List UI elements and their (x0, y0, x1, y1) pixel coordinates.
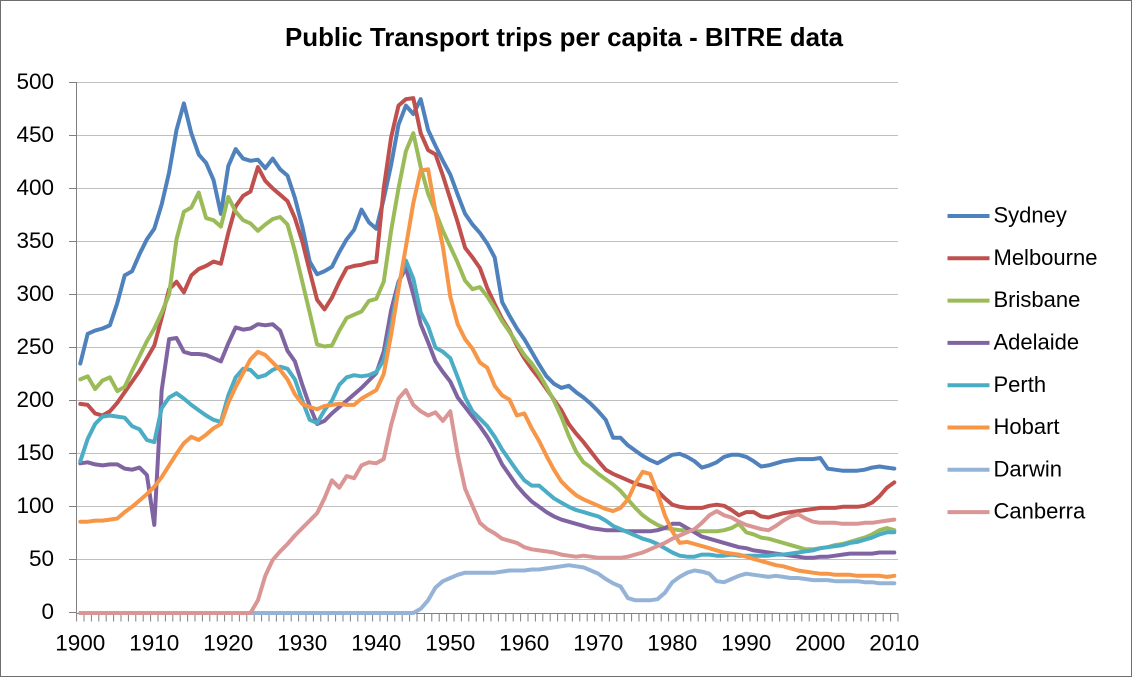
svg-text:350: 350 (16, 228, 54, 253)
svg-text:Public Transport trips per cap: Public Transport trips per capita - BITR… (285, 22, 844, 52)
svg-text:400: 400 (16, 175, 54, 200)
svg-text:150: 150 (16, 440, 54, 465)
svg-text:200: 200 (16, 387, 54, 412)
svg-text:1910: 1910 (129, 631, 179, 656)
svg-text:Hobart: Hobart (994, 414, 1060, 439)
svg-text:1980: 1980 (647, 631, 697, 656)
svg-text:450: 450 (16, 122, 54, 147)
svg-text:1970: 1970 (573, 631, 623, 656)
svg-text:Melbourne: Melbourne (994, 245, 1098, 270)
svg-text:50: 50 (29, 546, 54, 571)
svg-text:1920: 1920 (203, 631, 253, 656)
svg-text:Canberra: Canberra (994, 499, 1086, 524)
svg-text:2010: 2010 (869, 631, 919, 656)
svg-text:250: 250 (16, 334, 54, 359)
svg-text:1990: 1990 (721, 631, 771, 656)
svg-text:Adelaide: Adelaide (994, 330, 1080, 355)
svg-text:100: 100 (16, 493, 54, 518)
svg-text:300: 300 (16, 281, 54, 306)
svg-text:2000: 2000 (795, 631, 845, 656)
svg-text:Perth: Perth (994, 372, 1047, 397)
svg-text:0: 0 (41, 599, 54, 624)
svg-text:1960: 1960 (499, 631, 549, 656)
svg-text:1930: 1930 (277, 631, 327, 656)
svg-text:Darwin: Darwin (994, 456, 1062, 481)
svg-text:Brisbane: Brisbane (994, 287, 1081, 312)
svg-text:1900: 1900 (55, 631, 105, 656)
svg-text:1950: 1950 (425, 631, 475, 656)
svg-text:Sydney: Sydney (994, 203, 1067, 228)
svg-text:1940: 1940 (351, 631, 401, 656)
svg-text:500: 500 (16, 69, 54, 94)
